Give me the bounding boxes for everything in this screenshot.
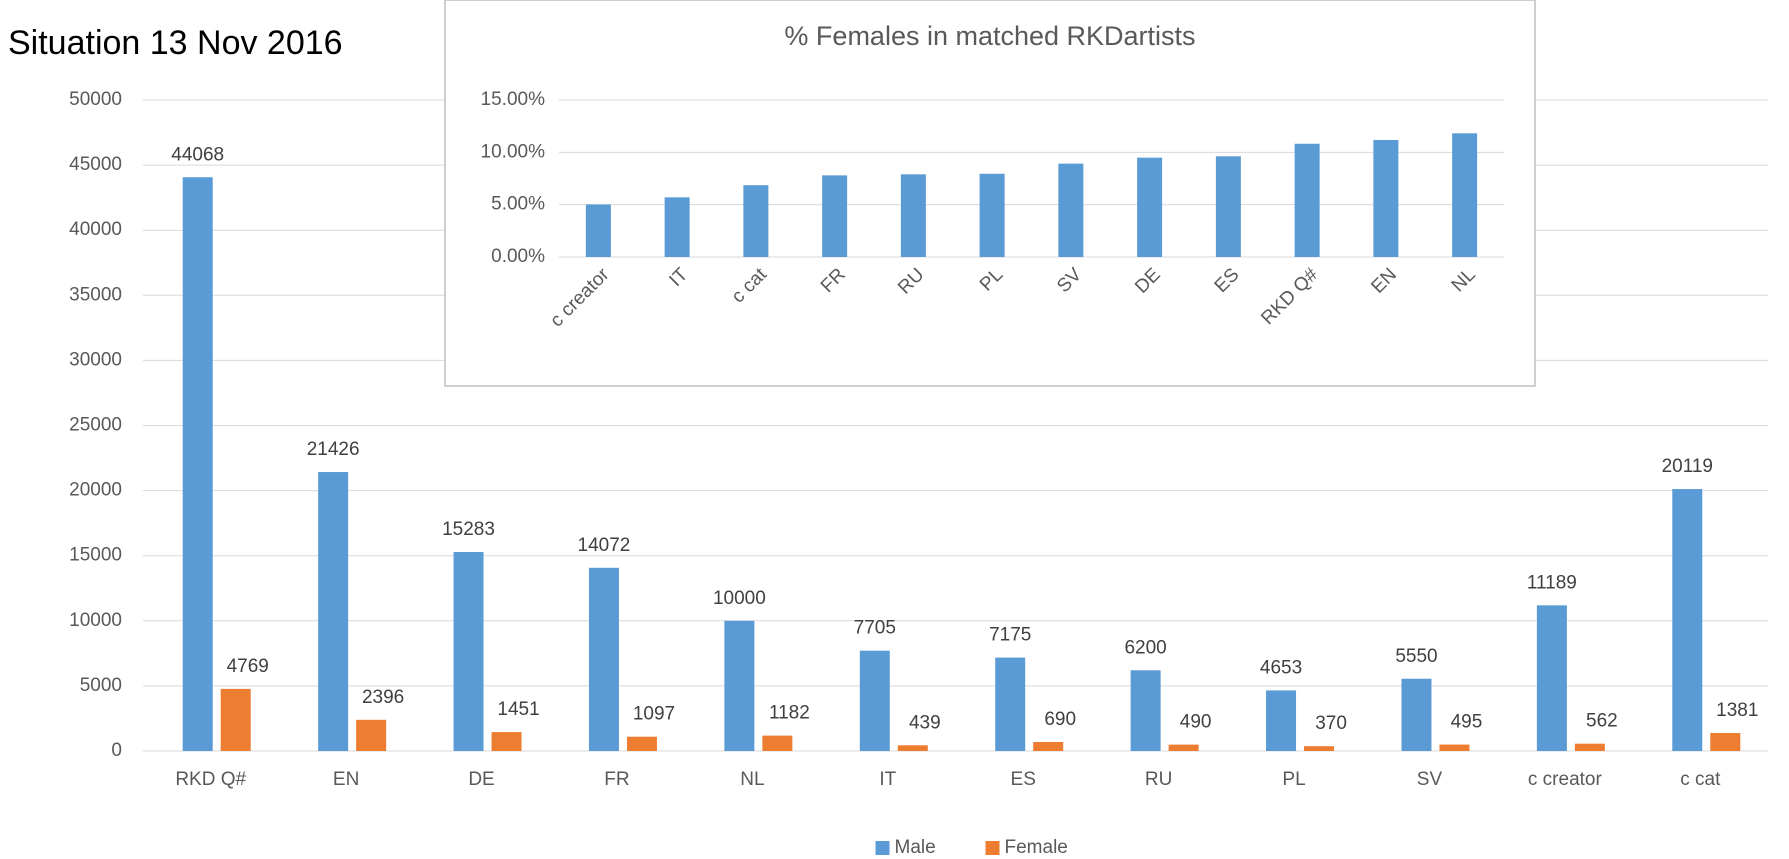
bar: [1304, 746, 1335, 751]
data-label: 10000: [713, 588, 766, 609]
data-label: 15283: [442, 519, 495, 540]
bar: [1439, 744, 1470, 751]
y-tick-label: 10.00%: [481, 141, 546, 162]
bar: [1130, 670, 1161, 751]
data-label: 2396: [362, 687, 404, 708]
bar: [995, 657, 1026, 751]
bar: [897, 745, 928, 751]
x-tick-label: DE: [468, 769, 494, 790]
bar: [1033, 742, 1064, 751]
data-label: 6200: [1124, 637, 1166, 658]
data-label: 1451: [497, 699, 539, 720]
x-tick-label: RU: [1145, 769, 1172, 790]
bar: [979, 173, 1005, 257]
bar: [453, 552, 484, 751]
bar: [664, 197, 690, 257]
data-label: 1182: [769, 703, 810, 724]
bar: [859, 650, 890, 751]
x-tick-label: RKD Q#: [175, 769, 246, 790]
bar: [356, 719, 387, 751]
bar: [900, 174, 926, 257]
bar: [318, 472, 349, 751]
y-tick-label: 5000: [80, 675, 122, 696]
bar: [1710, 733, 1741, 751]
y-tick-label: 25000: [69, 415, 122, 436]
y-tick-label: 0.00%: [491, 246, 545, 267]
y-tick-label: 40000: [69, 219, 122, 240]
data-label: 4769: [227, 656, 269, 677]
legend-label: Male: [895, 837, 936, 858]
x-tick-label: SV: [1417, 769, 1443, 790]
y-tick-label: 50000: [69, 89, 122, 110]
x-tick-label: ES: [1011, 769, 1036, 790]
data-label: 562: [1586, 711, 1618, 732]
data-label: 44068: [171, 144, 224, 165]
bar: [1672, 489, 1703, 751]
y-tick-label: 10000: [69, 610, 122, 631]
x-tick-label: c creator: [1528, 769, 1603, 790]
x-tick-label: PL: [1282, 769, 1305, 790]
bar: [1058, 163, 1084, 257]
bar: [1294, 143, 1320, 257]
data-label: 370: [1315, 713, 1347, 734]
y-tick-label: 15000: [69, 545, 122, 566]
data-label: 495: [1451, 712, 1483, 733]
data-label: 690: [1044, 709, 1076, 730]
data-label: 7705: [854, 618, 896, 639]
bar: [626, 736, 657, 751]
y-tick-label: 35000: [69, 284, 122, 305]
bar: [491, 732, 522, 751]
chart-title: Situation 13 Nov 2016: [8, 24, 343, 62]
bar: [1215, 156, 1241, 257]
bar: [182, 177, 213, 752]
y-tick-label: 15.00%: [481, 89, 546, 110]
bar: [1266, 690, 1297, 751]
x-tick-label: EN: [333, 769, 359, 790]
data-label: 1097: [633, 704, 675, 725]
data-label: 20119: [1662, 456, 1713, 477]
bar: [585, 204, 611, 257]
x-tick-label: FR: [604, 769, 629, 790]
bar: [1574, 743, 1605, 751]
data-label: 4653: [1260, 657, 1302, 678]
y-tick-label: 30000: [69, 349, 122, 370]
data-label: 11189: [1527, 572, 1577, 593]
legend-swatch: [985, 841, 1000, 855]
y-tick-label: 45000: [69, 154, 122, 175]
legend-label: Female: [1005, 837, 1068, 858]
data-label: 439: [909, 712, 941, 733]
bar: [1373, 139, 1399, 257]
bar: [1401, 678, 1432, 751]
x-tick-label: NL: [740, 769, 764, 790]
data-label: 7175: [989, 625, 1031, 646]
data-label: 14072: [578, 535, 631, 556]
bar: [724, 620, 755, 751]
bar: [822, 175, 848, 257]
bar: [1137, 157, 1163, 257]
bar: [220, 688, 251, 751]
chart-title: % Females in matched RKDartists: [784, 21, 1195, 51]
y-tick-label: 20000: [69, 480, 122, 501]
y-tick-label: 0: [111, 740, 122, 761]
x-tick-label: c cat: [1680, 769, 1721, 790]
bar: [1168, 744, 1199, 751]
y-tick-label: 5.00%: [491, 194, 545, 215]
legend-swatch: [875, 841, 890, 855]
data-label: 1381: [1716, 700, 1758, 721]
bar: [588, 567, 619, 751]
bar: [743, 185, 769, 257]
bar: [1536, 605, 1567, 751]
data-label: 490: [1180, 712, 1212, 733]
x-tick-label: IT: [879, 769, 896, 790]
bar: [762, 735, 793, 751]
bar: [1452, 133, 1478, 257]
data-label: 21426: [307, 439, 360, 460]
data-label: 5550: [1395, 646, 1437, 667]
